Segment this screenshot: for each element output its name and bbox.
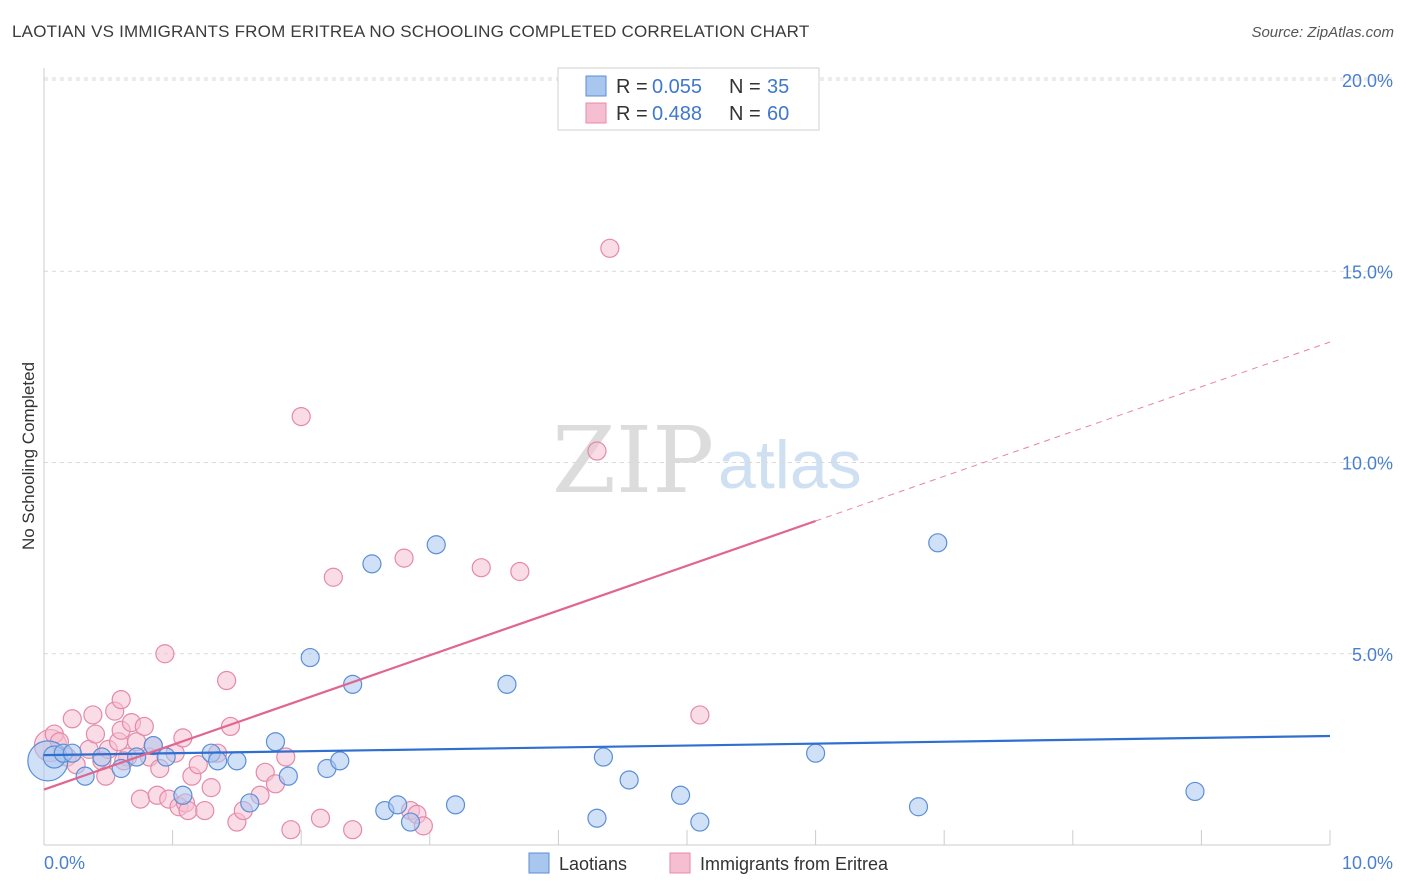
eritrea-point [510, 561, 530, 582]
y-tick-label: 15.0% [1342, 262, 1393, 282]
laotian-point [92, 747, 112, 767]
legend-swatch-laotian [585, 75, 607, 97]
y-tick-label: 5.0% [1352, 645, 1393, 665]
y-tick-label: 10.0% [1342, 454, 1393, 474]
laotian-point [670, 785, 691, 805]
laotian-point [300, 647, 320, 668]
laotian-point [388, 795, 408, 815]
eritrea-point [690, 705, 710, 725]
eritrea-point [85, 724, 106, 744]
axes [43, 68, 1330, 846]
laotian-point [690, 812, 710, 832]
bottom-legend-swatch-laotian [528, 852, 550, 874]
bottom-legend: Laotians Immigrants from Eritrea [528, 852, 889, 874]
laotian-point [330, 751, 350, 771]
legend-n-label-laotian: N = [729, 76, 761, 98]
legend-r-label-laotian: R = [616, 76, 648, 98]
eritrea-point [343, 820, 363, 840]
eritrea-point [130, 789, 151, 809]
chart-title: LAOTIAN VS IMMIGRANTS FROM ERITREA NO SC… [12, 22, 810, 41]
laotian-point [400, 812, 421, 832]
trend-line-eritrea-extension [815, 341, 1331, 522]
laotian-point [928, 533, 948, 553]
laotian-point [619, 770, 639, 790]
laotian-point [593, 747, 614, 767]
series-laotian-points [27, 533, 1205, 832]
laotian-point [426, 535, 446, 555]
eritrea-point [155, 644, 175, 664]
eritrea-point [471, 558, 491, 578]
y-tick-labels: 5.0% 10.0% 15.0% 20.0% [1342, 71, 1393, 665]
laotian-point [362, 554, 382, 574]
laotian-point [445, 795, 466, 815]
laotian-point [278, 766, 298, 786]
laotian-point [805, 743, 826, 763]
x-tick-label: 0.0% [44, 853, 85, 873]
eritrea-point [217, 670, 237, 691]
legend-r-label-eritrea: R = [616, 103, 648, 125]
legend-r-value-laotian: 0.055 [652, 76, 702, 98]
legend-n-value-laotian: 35 [767, 76, 789, 98]
legend-r-value-eritrea: 0.488 [652, 103, 702, 125]
eritrea-point [62, 709, 82, 729]
x-tick-label: 10.0% [1342, 853, 1393, 873]
eritrea-point [291, 407, 311, 427]
laotian-point [1185, 781, 1205, 802]
eritrea-point [111, 690, 131, 710]
legend-n-label-eritrea: N = [729, 103, 761, 125]
legend-swatch-eritrea [585, 102, 607, 124]
laotian-point [587, 808, 607, 828]
x-tick-labels: 0.0% 10.0% [44, 853, 1393, 873]
laotian-point [227, 751, 247, 771]
watermark-zip: ZIP [552, 407, 714, 514]
y-tick-label: 20.0% [1342, 71, 1393, 91]
eritrea-point [394, 548, 414, 568]
watermark: ZIP atlas [552, 407, 862, 514]
laotian-point [173, 785, 193, 805]
laotian-point [62, 743, 82, 763]
eritrea-point [134, 716, 154, 737]
legend: R = 0.055 N = 35 R = 0.488 N = 60 [557, 67, 820, 131]
laotian-point [208, 751, 228, 771]
laotian-point [497, 674, 517, 694]
bottom-legend-label-eritrea: Immigrants from Eritrea [700, 854, 889, 874]
legend-n-value-eritrea: 60 [767, 103, 789, 125]
watermark-atlas: atlas [718, 427, 862, 503]
eritrea-point [587, 441, 607, 461]
trend-lines [43, 341, 1331, 791]
eritrea-point [600, 238, 620, 258]
trend-line-laotian [43, 734, 1331, 757]
source-text: Source: ZipAtlas.com [1251, 24, 1394, 41]
laotian-point [265, 732, 286, 752]
eritrea-point [201, 778, 221, 798]
eritrea-point [83, 705, 103, 725]
eritrea-point [188, 755, 208, 775]
bottom-legend-label-laotian: Laotians [559, 854, 627, 874]
eritrea-point [310, 808, 331, 828]
y-axis-label: No Schooling Completed [19, 362, 38, 550]
laotian-point [156, 747, 176, 767]
laotian-point [908, 797, 929, 817]
eritrea-point [323, 567, 343, 587]
laotian-point [240, 793, 260, 813]
trend-line-eritrea [43, 519, 816, 791]
eritrea-point [281, 820, 301, 840]
eritrea-point [195, 800, 215, 821]
bottom-legend-swatch-eritrea [669, 852, 691, 874]
